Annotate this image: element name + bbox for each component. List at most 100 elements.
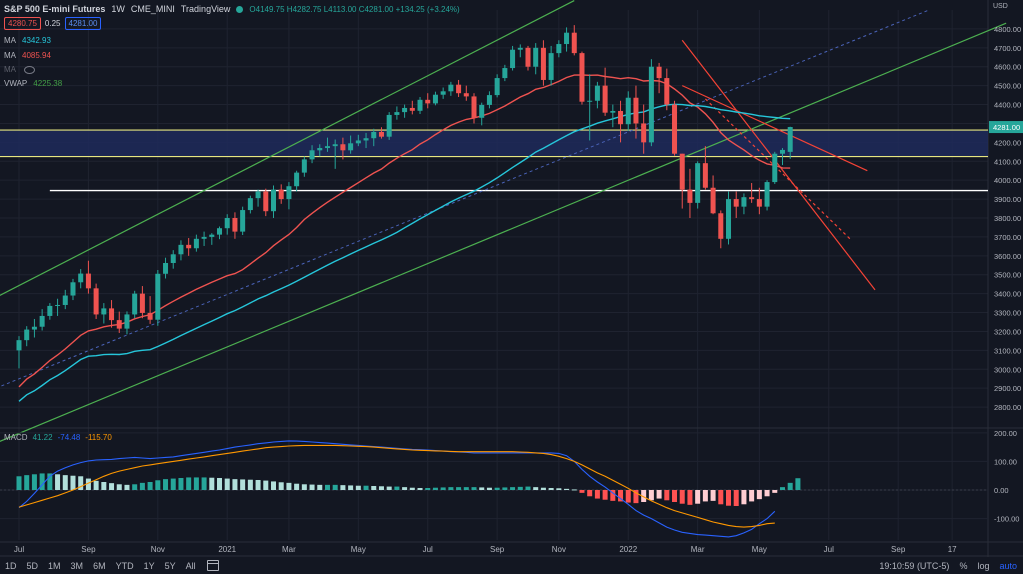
descending-channel-line xyxy=(681,85,868,172)
macd-histogram-bar xyxy=(725,490,732,506)
range-1m[interactable]: 1M xyxy=(48,560,61,571)
price-tick-label: 4000.00 xyxy=(994,176,1021,185)
log-toggle[interactable]: log xyxy=(977,560,990,571)
candle xyxy=(85,273,91,289)
macd-histogram-bar xyxy=(448,487,454,490)
candle xyxy=(378,131,384,137)
macd-histogram-bar xyxy=(417,488,423,490)
candle xyxy=(170,254,176,264)
macd-histogram-bar xyxy=(618,490,624,502)
macd-histogram-bar xyxy=(386,486,392,490)
ma-legend-1[interactable]: MA 4342.93 xyxy=(4,36,51,45)
auto-scale-toggle[interactable]: auto xyxy=(999,560,1017,571)
candle xyxy=(55,304,61,306)
market-status-icon xyxy=(236,5,244,13)
candle xyxy=(679,153,685,190)
range-3m[interactable]: 3M xyxy=(70,560,84,571)
candle xyxy=(62,295,68,305)
macd-histogram-bar xyxy=(39,473,45,490)
macd-histogram-bar xyxy=(733,490,739,506)
descending-channel-line xyxy=(681,39,876,291)
macd-legend[interactable]: MACD 41.22 -74.48 -115.70 xyxy=(4,433,112,442)
candle xyxy=(147,312,153,320)
candle xyxy=(718,213,724,239)
macd-histogram-bar xyxy=(610,490,616,501)
range-5d[interactable]: 5D xyxy=(26,560,39,571)
macd-histogram-bar xyxy=(656,490,662,499)
candle xyxy=(301,159,307,173)
candle xyxy=(201,236,207,239)
macd-histogram-bar xyxy=(648,490,654,501)
macd-histogram-bar xyxy=(718,490,724,505)
macd-histogram-bar xyxy=(378,486,384,490)
macd-histogram-bar xyxy=(425,488,431,490)
interval-label[interactable]: 1W xyxy=(111,4,125,14)
macd-tick-label: 100.00 xyxy=(994,457,1017,466)
macd-line-value: -74.48 xyxy=(57,433,81,442)
macd-histogram-bar xyxy=(548,488,554,490)
candle xyxy=(494,78,500,96)
candle xyxy=(78,273,84,283)
candle xyxy=(270,189,277,212)
vwap-legend[interactable]: VWAP 4225.38 xyxy=(4,79,62,88)
percent-toggle[interactable]: % xyxy=(959,560,968,571)
candle xyxy=(664,78,670,105)
price-tick-label: 3500.00 xyxy=(994,271,1021,280)
range-all[interactable]: All xyxy=(185,560,196,571)
candle xyxy=(124,314,130,329)
time-tick-label: Mar xyxy=(282,545,296,554)
candle xyxy=(702,163,708,188)
macd-histogram-bar xyxy=(432,487,438,490)
range-5y[interactable]: 5Y xyxy=(164,560,176,571)
macd-histogram-bar xyxy=(163,479,169,490)
price-tick-label: 3300.00 xyxy=(994,309,1021,318)
macd-histogram-bar xyxy=(93,480,99,490)
ma-legend-3[interactable]: MA xyxy=(4,65,35,74)
macd-histogram-bar xyxy=(394,486,400,490)
ma-legend-2-name: MA xyxy=(4,51,16,60)
candle xyxy=(533,47,539,67)
ma-legend-2[interactable]: MA 4085.94 xyxy=(4,51,51,60)
last-price-tag xyxy=(989,121,1023,134)
symbol-title[interactable]: S&P 500 E-mini Futures xyxy=(4,4,106,14)
range-1d[interactable]: 1D xyxy=(5,560,17,571)
ma-legend-1-value: 4342.93 xyxy=(22,36,51,45)
candle xyxy=(602,85,608,113)
range-1y[interactable]: 1Y xyxy=(143,560,155,571)
candle xyxy=(471,96,477,118)
candle xyxy=(756,199,762,207)
macd-histogram-bar xyxy=(155,480,161,490)
candle xyxy=(355,140,361,144)
candle xyxy=(394,112,400,115)
macd-histogram-bar xyxy=(78,476,84,490)
price-tick-label: 2900.00 xyxy=(994,384,1021,393)
candle xyxy=(309,150,315,160)
candle xyxy=(618,110,624,125)
calendar-icon[interactable] xyxy=(206,560,219,571)
macd-signal-value: -115.70 xyxy=(85,433,112,442)
price-tick-label: 4400.00 xyxy=(994,101,1021,110)
macd-histogram-bar xyxy=(247,479,253,490)
time-tick-label: Sep xyxy=(490,545,505,554)
candle xyxy=(625,97,631,125)
candle xyxy=(332,144,338,147)
candle xyxy=(294,172,300,187)
ohlc-values: O4149.75 H4282.75 L4113.00 C4281.00 +134… xyxy=(249,4,460,14)
range-ytd[interactable]: YTD xyxy=(115,560,134,571)
macd-histogram-bar xyxy=(764,490,770,497)
macd-histogram-bar xyxy=(772,490,778,493)
macd-histogram-bar xyxy=(101,482,107,490)
price-tick-label: 3400.00 xyxy=(994,290,1021,299)
candle xyxy=(633,97,639,124)
time-tick-label: May xyxy=(351,545,366,554)
candle xyxy=(733,199,739,207)
sell-button[interactable]: 4280.75 xyxy=(4,17,41,30)
macd-histogram-bar xyxy=(749,490,755,502)
eye-hidden-icon[interactable] xyxy=(24,65,35,74)
range-6m[interactable]: 6M xyxy=(93,560,106,571)
time-tick-label: Nov xyxy=(151,545,165,554)
clock-display[interactable]: 19:10:59 (UTC-5) xyxy=(879,560,950,571)
buy-button[interactable]: 4281.00 xyxy=(64,17,102,30)
macd-histogram-bar xyxy=(217,478,223,490)
